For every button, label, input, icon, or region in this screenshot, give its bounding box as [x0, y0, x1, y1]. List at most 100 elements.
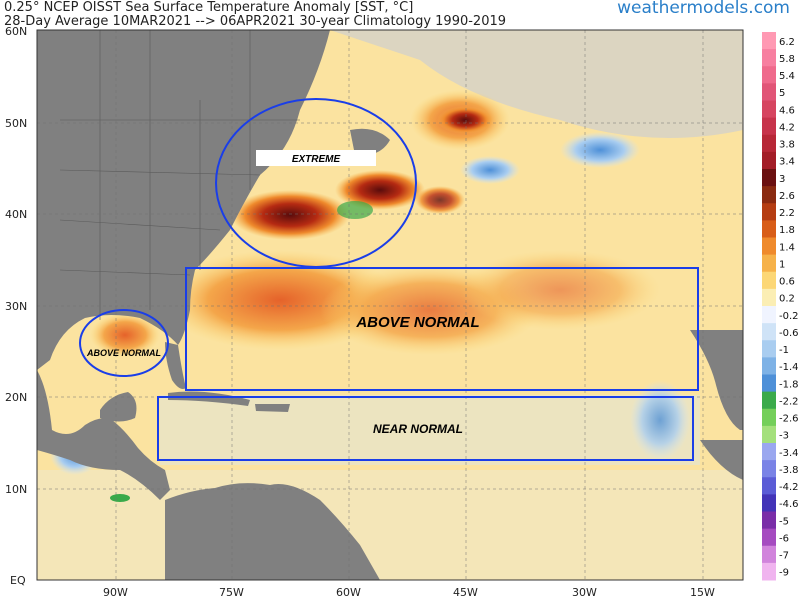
colorbar-label: 1.8: [779, 225, 795, 236]
warm-patch: [460, 250, 660, 330]
colorbar-label: -0.2: [779, 311, 799, 322]
lat-label: 50N: [5, 117, 27, 130]
colorbar-swatch: [762, 151, 776, 170]
colorbar-swatch: [762, 374, 776, 393]
gulf-above-normal-label: ABOVE NORMAL: [86, 348, 161, 358]
graticule: [37, 30, 743, 580]
colorbar-label: 3.4: [779, 157, 795, 168]
colorbar-swatch: [762, 340, 776, 358]
colorbar-swatch: [762, 425, 776, 444]
colorbar-label: 0.6: [779, 277, 795, 288]
hotspot: [437, 106, 493, 134]
colorbar: 6.2 5.8 5.4 5 4.6 4.2 3.8 3.4 3 2.6 2.2 1.8 1.4 1 0.6 0…: [762, 32, 799, 581]
colorbar-label: -4.2: [779, 482, 799, 493]
colorbar-label: 1: [779, 259, 785, 270]
cold-patch: [110, 494, 130, 502]
hotspot: [335, 170, 425, 210]
lon-label: 45W: [453, 586, 478, 599]
lat-axis: 60N 50N 40N 30N 20N 10N EQ: [5, 25, 27, 587]
colorbar-label: -3: [779, 431, 789, 442]
colorbar-swatch: [762, 306, 776, 324]
colorbar-label: -4.6: [779, 499, 799, 510]
colorbar-swatch: [762, 323, 776, 341]
lat-label: 30N: [5, 300, 27, 313]
colorbar-swatch: [762, 186, 776, 204]
southern-field: [37, 470, 743, 580]
colorbar-swatch: [762, 391, 776, 410]
colorbar-label: -5: [779, 516, 789, 527]
colorbar-label: 0.2: [779, 294, 795, 305]
colorbar-label: -3.8: [779, 465, 799, 476]
colorbar-swatch: [762, 477, 776, 495]
colorbar-swatch: [762, 254, 776, 273]
land-south-america: [165, 483, 380, 580]
lon-label: 15W: [690, 586, 715, 599]
colorbar-swatch: [762, 271, 776, 290]
colorbar-label: 2.6: [779, 191, 795, 202]
colorbar-label: 5: [779, 88, 785, 99]
lat-label: 20N: [5, 391, 27, 404]
brand-logo-text[interactable]: weathermodels.com: [617, 0, 790, 18]
cool-patch: [630, 380, 690, 460]
colorbar-swatch: [762, 220, 776, 238]
colorbar-label: -1.4: [779, 362, 799, 373]
colorbar-label: -0.6: [779, 328, 799, 339]
near-normal-box: [157, 396, 694, 461]
colorbar-label: -1: [779, 345, 789, 356]
colorbar-label: 5.8: [779, 54, 795, 65]
hotspot: [415, 186, 465, 214]
colorbar-swatch: [762, 460, 776, 478]
colorbar-label: -3.4: [779, 448, 799, 459]
cool-patch: [460, 156, 520, 184]
colorbar-swatch: [762, 528, 776, 547]
above-normal-box: [185, 267, 699, 391]
near-normal-label: NEAR NORMAL: [373, 422, 463, 436]
colorbar-swatch: [762, 134, 776, 153]
gulf-circle: [79, 309, 169, 377]
colorbar-swatch: [762, 443, 776, 461]
colorbar-label: 1.4: [779, 242, 795, 253]
warm-patch-gulf: [90, 313, 160, 357]
land-hispaniola: [255, 404, 290, 412]
extreme-label-bg: [256, 150, 376, 166]
colorbar-swatch: [762, 169, 776, 187]
lat-label: EQ: [10, 574, 26, 587]
land-yucatan: [100, 392, 137, 422]
colorbar-label: -6: [779, 533, 789, 544]
colorbar-swatch: [762, 511, 776, 530]
lon-axis: 90W 75W 60W 45W 30W 15W: [103, 586, 715, 599]
land-florida: [165, 342, 186, 389]
colorbar-label: 2.2: [779, 208, 795, 219]
lat-label: 40N: [5, 208, 27, 221]
state-borders: [59, 30, 300, 320]
colorbar-label: 3.8: [779, 140, 795, 151]
land-cuba: [168, 391, 250, 406]
land-africa-gulf: [700, 440, 743, 480]
colorbar-swatch: [762, 203, 776, 221]
lon-label: 30W: [572, 586, 597, 599]
colorbar-label: -2.6: [779, 414, 799, 425]
colorbar-label: 4.2: [779, 122, 795, 133]
lon-label: 60W: [336, 586, 361, 599]
lat-label: 10N: [5, 483, 27, 496]
land-newfoundland: [350, 128, 390, 156]
colorbar-swatch: [762, 494, 776, 512]
colorbar-label: 3: [779, 174, 785, 185]
land-africa-west: [690, 330, 743, 430]
near-normal-band: [160, 395, 700, 465]
map-title: 0.25° NCEP OISST Sea Surface Temperature…: [4, 0, 414, 15]
colorbar-swatch: [762, 545, 776, 564]
map-subtitle: 28-Day Average 10MAR2021 --> 06APR2021 3…: [4, 14, 507, 29]
cool-patch: [560, 132, 640, 168]
colorbar-swatch: [762, 288, 776, 307]
colorbar-swatch: [762, 83, 776, 101]
colorbar-label: 6.2: [779, 37, 795, 48]
colorbar-label: -1.8: [779, 379, 799, 390]
colorbar-swatch: [762, 357, 776, 375]
colorbar-swatch: [762, 66, 776, 84]
lat-label: 60N: [5, 25, 27, 38]
above-normal-label: ABOVE NORMAL: [355, 314, 479, 331]
neutral-north: [330, 30, 743, 138]
colorbar-swatch: [762, 100, 776, 119]
